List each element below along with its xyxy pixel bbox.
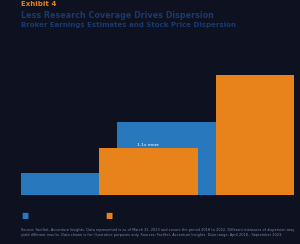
Bar bbox=[216, 75, 300, 195]
Bar bbox=[99, 148, 198, 195]
Bar bbox=[117, 122, 216, 195]
Text: Source: FactSet, Accenture Insights. Data represented is as of March 31, 2023 an: Source: FactSet, Accenture Insights. Dat… bbox=[21, 228, 294, 237]
Text: ■: ■ bbox=[105, 212, 112, 220]
Text: 1.1x more: 1.1x more bbox=[137, 142, 159, 147]
Text: Exhibit 4: Exhibit 4 bbox=[21, 1, 56, 7]
Text: ■: ■ bbox=[21, 212, 28, 220]
Text: Broker Earnings Estimates and Stock Price Dispersion: Broker Earnings Estimates and Stock Pric… bbox=[21, 22, 236, 29]
Text: Less Research Coverage Drives Dispersion: Less Research Coverage Drives Dispersion bbox=[21, 11, 214, 20]
Bar bbox=[0, 173, 99, 195]
